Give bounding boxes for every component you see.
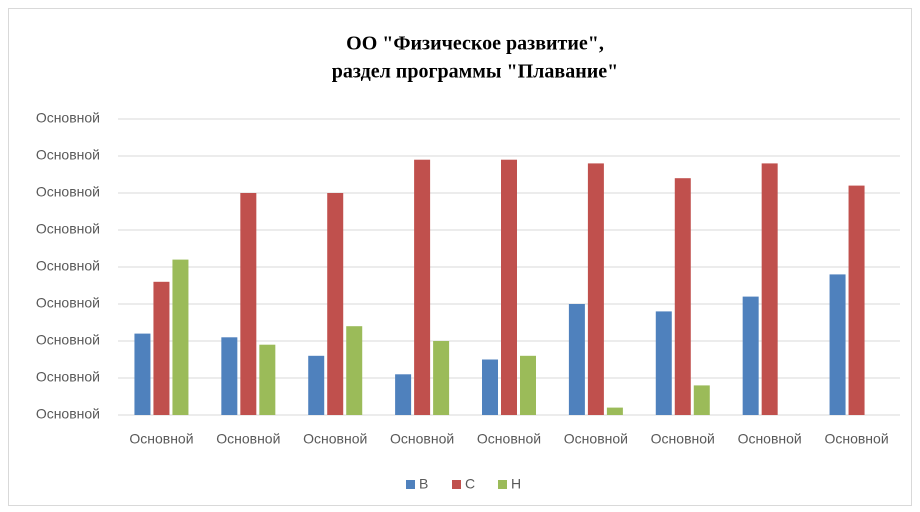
bar xyxy=(153,281,170,415)
bar xyxy=(693,385,710,415)
bar xyxy=(221,337,238,415)
bar xyxy=(240,193,257,415)
x-tick-label: Основной xyxy=(564,431,628,447)
bar xyxy=(172,259,189,415)
legend-label: С xyxy=(465,476,475,492)
bar xyxy=(414,159,431,415)
x-tick-label: Основной xyxy=(390,431,454,447)
legend-swatch xyxy=(406,480,415,489)
y-tick-label: Основной xyxy=(36,258,100,274)
y-tick-label: Основной xyxy=(36,295,100,311)
y-tick-label: Основной xyxy=(36,147,100,163)
x-tick-label: Основной xyxy=(303,431,367,447)
x-tick-label: Основной xyxy=(477,431,541,447)
chart-title: ОО "Физическое развитие", xyxy=(346,33,604,55)
bar xyxy=(482,359,498,415)
chart-border xyxy=(8,8,912,506)
bar xyxy=(327,193,344,415)
bar xyxy=(568,304,585,415)
legend-label: Н xyxy=(511,476,521,492)
legend-swatch xyxy=(452,480,461,489)
chart-title: раздел программы "Плавание" xyxy=(332,61,618,83)
y-tick-label: Основной xyxy=(36,221,100,237)
bar xyxy=(501,159,517,415)
y-tick-label: Основной xyxy=(36,110,100,126)
x-tick-label: Основной xyxy=(738,431,802,447)
y-tick-label: Основной xyxy=(36,184,100,200)
y-tick-label: Основной xyxy=(36,369,100,385)
y-tick-label: Основной xyxy=(36,406,100,422)
bar xyxy=(134,333,151,415)
bar xyxy=(587,163,604,415)
x-tick-label: Основной xyxy=(824,431,888,447)
x-tick-label: Основной xyxy=(216,431,280,447)
y-tick-label: Основной xyxy=(36,332,100,348)
bar xyxy=(674,178,691,415)
bar xyxy=(655,311,672,415)
bar xyxy=(742,296,759,415)
x-tick-label: Основной xyxy=(651,431,715,447)
bar xyxy=(848,185,865,415)
bar xyxy=(259,344,276,415)
bar xyxy=(308,355,325,415)
bar xyxy=(829,274,846,415)
legend-swatch xyxy=(498,480,507,489)
bar xyxy=(395,374,412,415)
x-tick-label: Основной xyxy=(129,431,193,447)
legend-label: В xyxy=(419,476,428,492)
bar xyxy=(346,326,363,415)
bar xyxy=(520,355,536,415)
bar xyxy=(761,163,778,415)
bar xyxy=(433,341,450,415)
bar xyxy=(606,407,623,415)
